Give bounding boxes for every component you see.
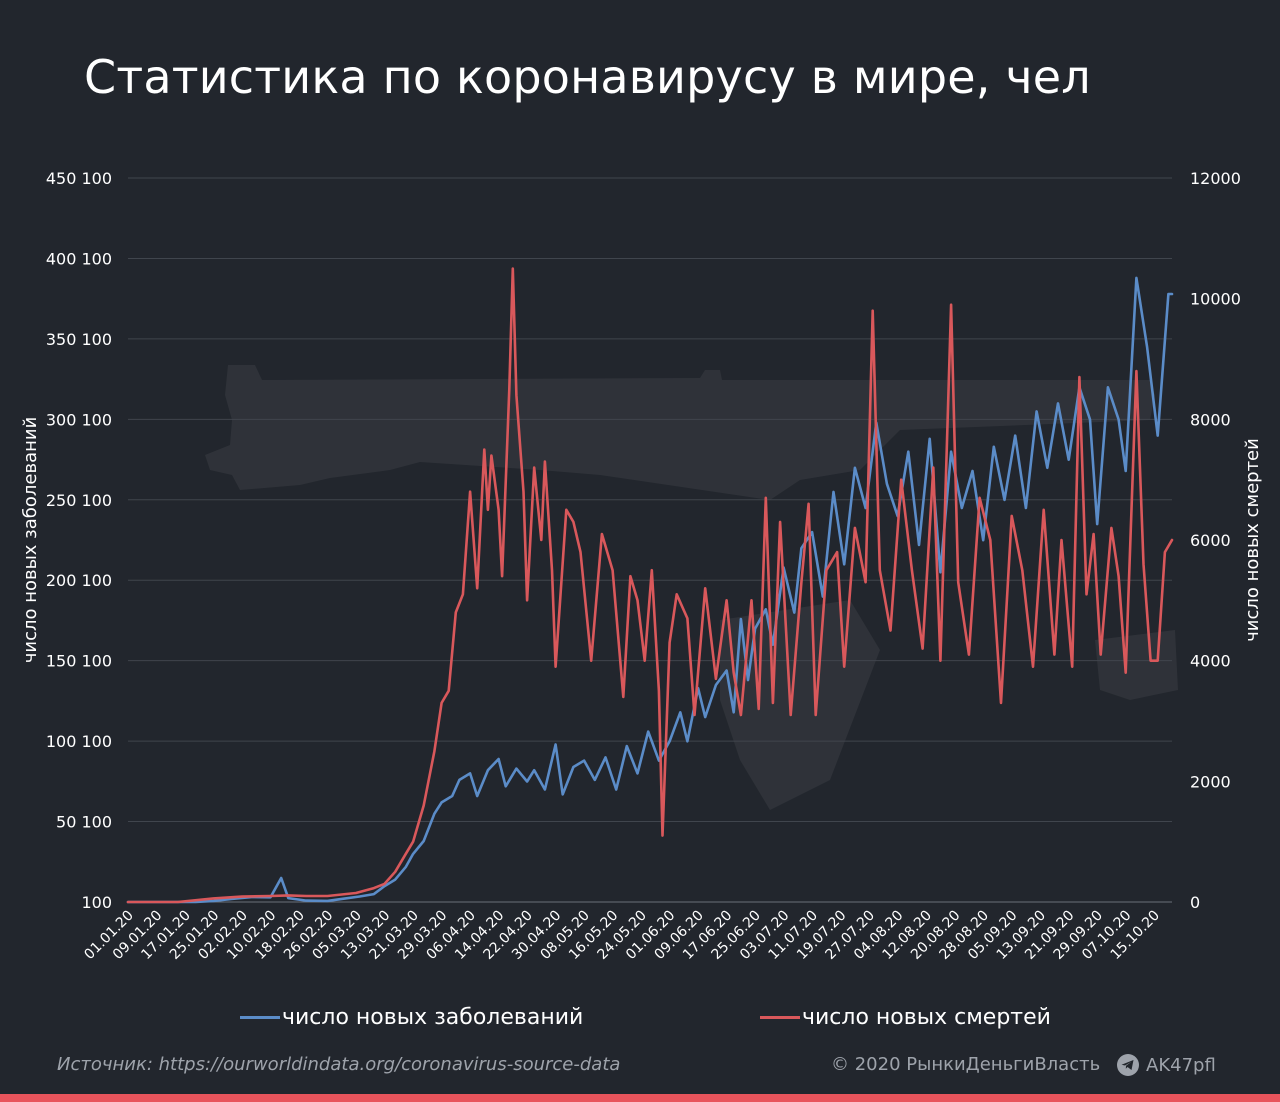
y-left-tick-label: 300 100 [46, 410, 112, 429]
series-line-deaths [126, 267, 1174, 904]
y-left-tick-label: 450 100 [46, 169, 112, 188]
y-right-tick-label: 6000 [1190, 531, 1231, 550]
grid-lines [128, 177, 1172, 903]
y-left-tick-label: 200 100 [46, 571, 112, 590]
telegram-icon [1117, 1054, 1139, 1076]
y-axis-left-ticks: 100 50 100 100 100 150 100 200 100 250 100 300… [46, 169, 112, 912]
y-right-tick-label: 10000 [1190, 290, 1241, 309]
x-axis-ticks: 01.01.2009.01.2017.01.2025.01.2002.02.20… [81, 908, 1163, 963]
y-right-tick-label: 8000 [1190, 410, 1231, 429]
y-axis-left-label: число новых заболеваний [20, 417, 41, 664]
source-note: Источник: https://ourworldindata.org/cor… [57, 1054, 621, 1075]
copyright-note: © 2020 РынкиДеньгиВласть [831, 1054, 1101, 1075]
y-axis-right-label: число новых смертей [1242, 438, 1263, 642]
legend-item-deaths: число новых смертей [760, 1002, 1051, 1032]
y-left-tick-label: 350 100 [46, 330, 112, 349]
y-left-tick-label: 400 100 [46, 249, 112, 268]
y-left-tick-label: 150 100 [46, 652, 112, 671]
y-left-tick-label: 100 [81, 893, 112, 912]
legend-item-cases: число новых заболеваний [240, 1002, 583, 1032]
legend-swatch-cases [240, 1015, 280, 1019]
legend-swatch-deaths [760, 1015, 800, 1019]
y-right-tick-label: 12000 [1190, 169, 1241, 188]
watermark-silhouette [205, 365, 1178, 810]
page-title: Статистика по коронавирусу в мире, чел [84, 50, 1091, 104]
bottom-accent-bar [0, 1094, 1280, 1102]
series-layer [126, 267, 1174, 904]
y-right-tick-label: 4000 [1190, 652, 1231, 671]
telegram-handle: AK47pfl [1116, 1052, 1216, 1078]
y-left-tick-label: 100 100 [46, 732, 112, 751]
chart: 100 50 100 100 100 150 100 200 100 250 100 300… [20, 169, 1263, 963]
legend-label-cases: число новых заболеваний [282, 1004, 584, 1030]
telegram-handle-text: AK47pfl [1146, 1054, 1216, 1076]
y-right-tick-label: 2000 [1190, 772, 1231, 791]
series-line-cases [126, 276, 1174, 904]
y-left-tick-label: 50 100 [56, 813, 112, 832]
y-left-tick-label: 250 100 [46, 491, 112, 510]
y-axis-right-ticks: 0 2000 4000 6000 8000 10000 12000 [1190, 169, 1241, 912]
y-right-tick-label: 0 [1190, 893, 1200, 912]
legend-label-deaths: число новых смертей [802, 1004, 1051, 1030]
